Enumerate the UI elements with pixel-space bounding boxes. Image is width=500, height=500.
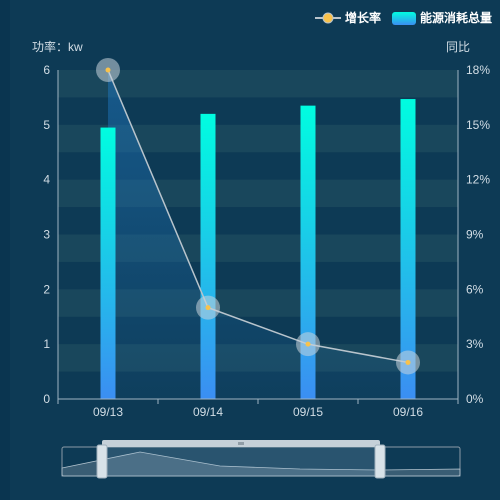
x-tick-label: 09/14 bbox=[193, 405, 223, 419]
right-y-tick-label: 0% bbox=[466, 392, 484, 406]
growth-point[interactable] bbox=[205, 305, 211, 311]
growth-point[interactable] bbox=[105, 67, 111, 73]
x-tick-label: 09/16 bbox=[393, 405, 423, 419]
plot-stripe bbox=[58, 70, 458, 98]
legend-growth-dot-icon bbox=[322, 12, 334, 24]
energy-bar[interactable] bbox=[400, 99, 416, 399]
left-y-tick-label: 1 bbox=[43, 337, 50, 351]
right-y-tick-label: 9% bbox=[466, 228, 484, 242]
left-y-tick-label: 5 bbox=[43, 118, 50, 132]
x-tick-label: 09/13 bbox=[93, 405, 123, 419]
left-y-axis-title: 功率：kw bbox=[32, 39, 83, 54]
growth-point[interactable] bbox=[305, 341, 311, 347]
growth-point[interactable] bbox=[405, 359, 411, 365]
x-tick-label: 09/15 bbox=[293, 405, 323, 419]
left-y-tick-labels: 0 1 2 3 4 5 6 bbox=[43, 63, 50, 406]
data-zoom-handle-left[interactable] bbox=[96, 444, 108, 479]
growth-rate-line bbox=[107, 69, 409, 364]
right-y-tick-labels: 0% 3% 6% 9% 12% 15% 18% bbox=[466, 63, 490, 406]
growth-rate-points bbox=[96, 58, 420, 375]
energy-bar[interactable] bbox=[200, 113, 216, 399]
data-zoom-selection[interactable] bbox=[102, 447, 380, 476]
energy-bars bbox=[100, 99, 416, 400]
data-zoom-grip-icon bbox=[238, 442, 244, 445]
right-y-tick-label: 12% bbox=[466, 173, 490, 187]
data-zoom-handle-right[interactable] bbox=[374, 444, 386, 479]
left-y-tick-label: 4 bbox=[43, 173, 50, 187]
left-y-tick-label: 0 bbox=[43, 392, 50, 406]
legend-growth-label: 增长率 bbox=[345, 10, 381, 25]
left-edge-strip bbox=[0, 0, 10, 500]
energy-bar[interactable] bbox=[100, 127, 116, 399]
legend-item-growth[interactable]: 增长率 bbox=[315, 10, 381, 25]
growth-area-fill bbox=[108, 70, 408, 399]
right-y-tick-label: 3% bbox=[466, 337, 484, 351]
energy-bar[interactable] bbox=[300, 105, 316, 400]
right-y-tick-label: 15% bbox=[466, 118, 490, 132]
left-y-tick-label: 3 bbox=[43, 228, 50, 242]
right-y-axis-title: 同比 bbox=[446, 40, 470, 54]
left-y-tick-label: 6 bbox=[43, 63, 50, 77]
x-axis-labels: 09/13 09/14 09/15 09/16 bbox=[93, 405, 423, 419]
x-axis-ticks bbox=[57, 399, 459, 404]
legend-energy-swatch-icon bbox=[392, 12, 416, 25]
left-y-tick-label: 2 bbox=[43, 282, 50, 296]
legend: 增长率 能源消耗总量 bbox=[315, 10, 492, 25]
right-y-tick-label: 6% bbox=[466, 282, 484, 296]
legend-item-energy[interactable]: 能源消耗总量 bbox=[392, 10, 492, 25]
data-zoom-slider[interactable] bbox=[61, 440, 461, 479]
legend-energy-label: 能源消耗总量 bbox=[420, 10, 492, 25]
right-y-tick-label: 18% bbox=[466, 63, 490, 77]
